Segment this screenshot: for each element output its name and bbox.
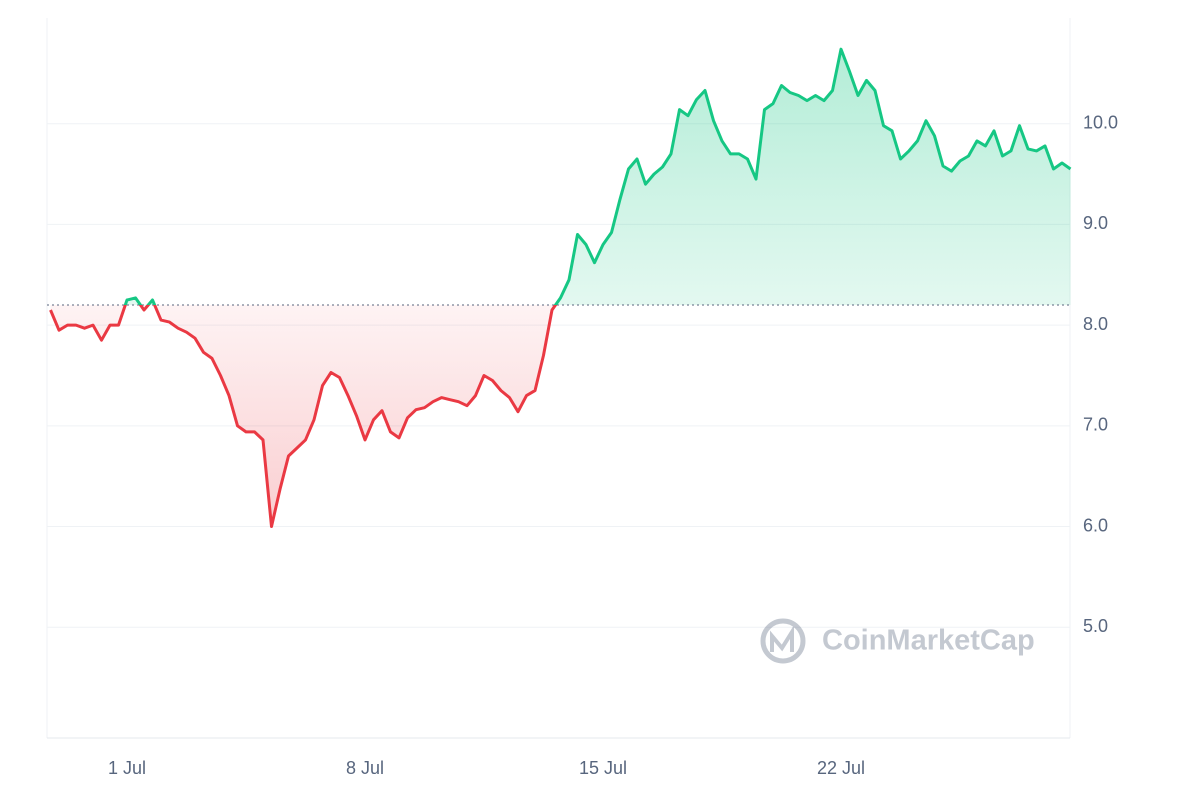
plot [47, 47, 1072, 528]
watermark: CoinMarketCap [760, 618, 1035, 664]
y-tick-label: 8.0 [1083, 314, 1108, 334]
x-tick-label: 1 Jul [108, 758, 146, 778]
x-tick-label: 8 Jul [346, 758, 384, 778]
y-tick-label: 9.0 [1083, 213, 1108, 233]
price-area [50, 49, 1071, 527]
labels: 5.0 6.0 7.0 8.0 9.0 10.0 1 Jul 8 Jul 15 Jul 22 Ju… [108, 112, 1118, 777]
watermark-logo [760, 618, 806, 664]
y-tick-label: 7.0 [1083, 415, 1108, 435]
y-tick-label: 6.0 [1083, 515, 1108, 535]
y-tick-label: 10.0 [1083, 112, 1118, 132]
watermark-text: CoinMarketCap [822, 625, 1035, 657]
watermark-logo-m [770, 625, 794, 652]
price-line [49, 47, 1072, 528]
x-tick-label: 15 Jul [579, 758, 627, 778]
x-tick-label: 22 Jul [817, 758, 865, 778]
y-tick-label: 5.0 [1083, 616, 1108, 636]
